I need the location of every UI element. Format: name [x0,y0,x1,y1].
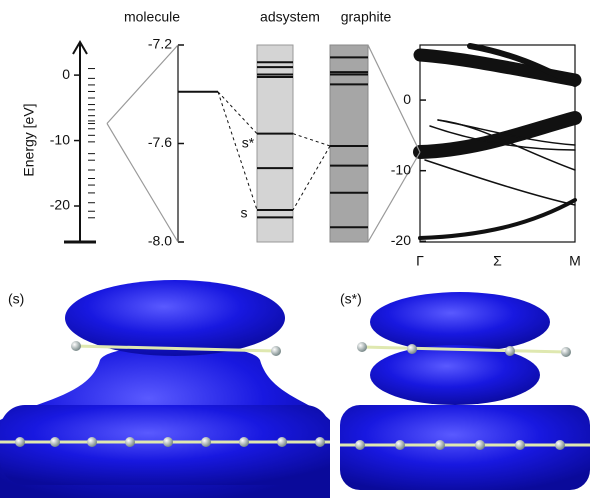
orbital-image-s-star-part-part [515,440,525,450]
band-structure-part [420,118,575,152]
orbital-image-s-star-part-part [355,440,365,450]
hybridization-line [218,92,257,210]
hybridization-line [293,146,330,210]
orbital-image-s-part [65,280,285,356]
orbital-image-s-part-part [239,437,249,447]
orbital-image-s-part-part [87,437,97,447]
connector [107,45,178,123]
column-title: graphite [341,9,392,25]
orbital-image-s-part-part [15,437,25,447]
image-label: (s*) [340,291,362,307]
orbital-image-s-star-part-part [505,346,515,356]
orbital-image-s-star-part [340,405,590,490]
state-label: s [241,205,248,221]
orbital-image-s [0,280,330,498]
orbital-image-s-star-part-part [435,440,445,450]
y-tick-label: -7.2 [148,36,172,52]
y-tick-label: 0 [62,66,70,82]
y-tick-label: -7.6 [148,134,172,150]
orbital-image-s-part-part [201,437,211,447]
orbital-image-s-star-part-part [395,440,405,450]
orbital-image-s-star-part-part [555,440,565,450]
orbital-image-s-part-part [71,341,81,351]
orbital-image-s-part-part [277,437,287,447]
figure: molecule adsystem graphite Energy [eV] [0,0,590,498]
orbital-image-s-star-part-part [475,440,485,450]
orbital-image-s-star-part-part [407,344,417,354]
column-title: adsystem [260,9,320,25]
image-label: (s) [8,291,24,307]
axis-label: Energy [eV] [21,103,37,176]
y-tick-label: 0 [403,91,411,107]
orbital-image-s-part-part [315,437,325,447]
hybridization-line [293,134,330,146]
orbital-image-s-star-part-part [561,347,571,357]
band-structure-part [420,200,575,238]
connector [368,45,420,152]
orbital-image-s-star-part [370,345,540,405]
orbital-image-s-part-part [163,437,173,447]
band-structure-part [425,160,575,205]
y-tick-label: -10 [50,131,70,147]
orbital-image-s-part-part [50,437,60,447]
orbital-image-s-star-part-part [357,342,367,352]
x-tick-label: Σ [493,253,502,269]
y-tick-label: -10 [391,161,411,177]
x-tick-label: Γ [416,253,424,269]
x-tick-label: M [569,253,581,269]
band-structure-part [420,55,575,80]
orbital-image-s-part-part [125,437,135,447]
y-tick-label: -8.0 [148,233,172,249]
column-title: molecule [124,9,180,25]
state-label: s* [242,134,255,150]
orbital-image-s-part-part [271,346,281,356]
band-structure [420,46,575,238]
y-tick-label: -20 [50,197,70,213]
y-tick-label: -20 [391,232,411,248]
orbital-image-s-star-part [370,292,550,352]
orbital-image-s-star [340,292,590,490]
hybridization-line [218,92,257,134]
